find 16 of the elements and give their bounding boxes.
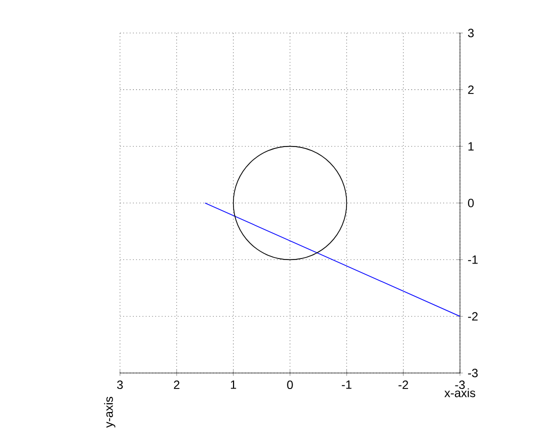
- x-axis-title: x-axis: [444, 388, 476, 398]
- x-tick-label: 2: [174, 380, 180, 389]
- x-tick-label: 3: [117, 380, 123, 389]
- y-tick-label: 0: [468, 198, 474, 208]
- x-tick-label: -3: [455, 380, 465, 389]
- y-tick-label: -1: [468, 255, 478, 264]
- x-tick-label: 0: [287, 380, 293, 389]
- y-tick-label: -3: [468, 368, 478, 378]
- y-tick-label: 1: [468, 142, 474, 150]
- x-tick-label: -1: [342, 380, 352, 389]
- y-axis-title: y-axis: [104, 396, 116, 428]
- y-tick-label: 2: [468, 85, 474, 94]
- x-tick-label: -2: [398, 380, 408, 389]
- y-tick-label: -2: [468, 312, 478, 320]
- y-tick-label: 3: [468, 28, 474, 38]
- x-tick-label: 1: [230, 380, 236, 389]
